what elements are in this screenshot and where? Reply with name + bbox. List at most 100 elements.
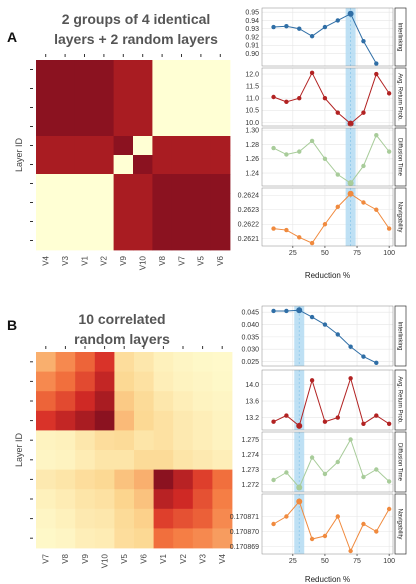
line-subplot: 0.950.940.930.92 0.910.90 Interlinking — [245, 7, 407, 67]
heatmap-cell — [94, 391, 115, 412]
y-tick-label: 13.2 — [245, 415, 259, 422]
heatmap-cell — [152, 117, 173, 137]
data-point — [335, 415, 340, 420]
heatmap-cell — [191, 60, 211, 80]
heatmap-cell — [152, 60, 173, 80]
data-point — [284, 24, 289, 29]
heatmap-cell — [94, 489, 115, 510]
heatmap-cell — [210, 79, 231, 99]
data-point — [284, 413, 289, 418]
heatmap-cell — [55, 231, 76, 251]
heatmap-cell — [114, 508, 135, 529]
y-tick-label: 0.170871 — [230, 514, 259, 521]
heatmap-cell — [192, 410, 213, 431]
heatmap-cell — [74, 155, 95, 175]
heatmap-x-tick-label: V2 — [179, 553, 188, 563]
heatmap-cell — [94, 136, 114, 156]
data-point — [361, 38, 366, 44]
y-tick-label: 11.0 — [246, 96, 259, 103]
heatmap-cell — [55, 79, 76, 99]
heatmap-cell — [114, 489, 135, 510]
heatmap-x-tick-label: V1 — [80, 255, 89, 265]
panel-label: A — [7, 29, 17, 45]
x-tick-label: 75 — [353, 558, 361, 565]
series-line — [273, 134, 390, 184]
series-name: Avg. Return Prob. — [396, 73, 402, 121]
data-point — [374, 71, 379, 77]
heatmap-cell — [133, 174, 153, 194]
data-point — [309, 138, 315, 144]
series-name: Avg. Return Prob. — [396, 376, 402, 424]
data-point — [309, 314, 315, 320]
heatmap-cell — [134, 391, 154, 412]
subplot-frame — [261, 7, 394, 67]
heatmap-cell — [212, 508, 233, 529]
subplot-frame — [261, 127, 394, 187]
y-tick-label: 0.030 — [241, 347, 259, 354]
heatmap-cell — [113, 174, 134, 194]
heatmap-cell — [210, 136, 231, 156]
heatmap-cell — [212, 450, 233, 470]
subplot-frame — [261, 305, 394, 367]
heatmap-cell — [36, 391, 56, 412]
heatmap-cell — [153, 489, 174, 510]
data-point — [284, 99, 289, 105]
heatmap-cell — [94, 430, 115, 451]
y-tick-label: 0.170870 — [230, 529, 259, 536]
heatmap-cell — [55, 450, 76, 470]
data-point — [296, 307, 303, 314]
y-tick-label: 1.272 — [241, 482, 259, 489]
data-point — [309, 536, 315, 542]
line-subplot: 0.2624 0.2623 0.2622 0.2621 Navigability — [238, 187, 407, 247]
heatmap-cell — [114, 371, 135, 392]
heatmap-cell — [113, 60, 134, 80]
heatmap-cell — [94, 212, 114, 232]
heatmap-cell — [94, 450, 115, 470]
heatmap-cell — [94, 371, 115, 392]
heatmap-cell — [36, 212, 56, 232]
heatmap-cell — [210, 231, 231, 251]
heatmap-cell — [55, 212, 76, 232]
data-point — [322, 419, 328, 424]
heatmap-cell — [171, 60, 192, 80]
y-tick-label: 1.30 — [245, 128, 259, 135]
heatmap-cell — [171, 231, 192, 251]
heatmap-cell — [192, 489, 213, 510]
heatmap-cell — [55, 508, 76, 529]
series-name: Diffusion Time — [396, 443, 402, 482]
heatmap-cell — [134, 489, 154, 510]
heatmap-cell — [173, 410, 194, 431]
heatmap-cell — [171, 193, 192, 213]
heatmap-cell — [55, 528, 76, 549]
data-point — [335, 204, 340, 210]
data-point — [322, 471, 328, 477]
heatmap-cell — [55, 371, 76, 392]
subplot-frame — [261, 493, 394, 555]
y-tick-label: 0.90 — [245, 51, 259, 58]
heatmap-cell — [113, 79, 134, 99]
heatmap-cell — [75, 508, 96, 529]
heatmap-cell — [173, 391, 194, 412]
heatmap-cell — [133, 136, 153, 156]
heatmap-cell — [191, 79, 211, 99]
heatmap-cell — [75, 450, 96, 470]
heatmap-cell — [55, 410, 76, 431]
heatmap-cell — [171, 98, 192, 118]
y-tick-label: 12.0 — [245, 71, 259, 78]
data-point — [348, 344, 353, 349]
y-tick-label: 1.28 — [245, 142, 259, 149]
heatmap-cell — [192, 371, 213, 392]
heatmap-panel-a: A 2 groups of 4 identical layers + 2 rando… — [7, 11, 231, 270]
heatmap-cell — [94, 155, 114, 175]
x-tick-label: 50 — [321, 250, 329, 257]
heatmap-cell — [94, 469, 115, 490]
heatmap-cell — [212, 391, 233, 412]
line-panel-b: 0.045 0.040 0.035 0.030 0.025 Interlinking 14.… — [230, 305, 407, 584]
heatmap-cell — [113, 136, 134, 156]
heatmap-cell — [75, 469, 96, 490]
heatmap-panel-b: B 10 correlated random layers V7 V8 V9 V10 V5 V6… — [7, 311, 233, 568]
data-point — [374, 413, 379, 418]
data-point — [297, 235, 302, 240]
heatmap-cell — [212, 469, 233, 490]
